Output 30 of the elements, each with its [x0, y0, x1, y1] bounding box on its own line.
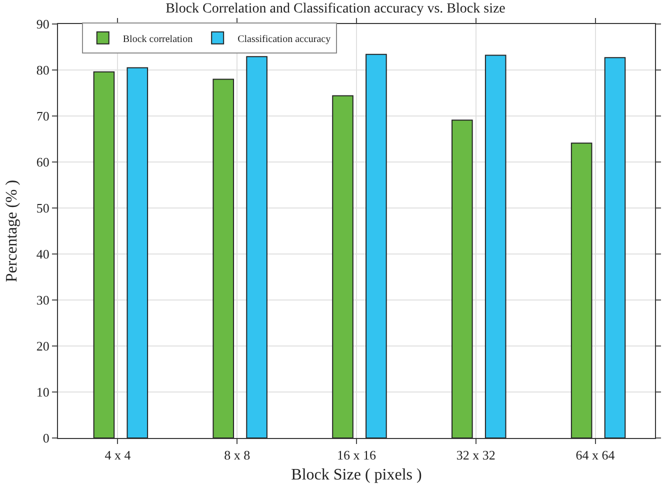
y-tick-label: 60 [36, 154, 50, 170]
y-tick-label: 50 [36, 200, 50, 216]
y-tick-label: 20 [36, 338, 50, 354]
legend-label: Block correlation [122, 34, 193, 45]
bar [212, 78, 234, 438]
y-tick-label: 30 [36, 292, 50, 308]
bar [570, 142, 592, 438]
bar [246, 56, 268, 438]
bar [366, 54, 387, 438]
x-tick-label: 64 x 64 [576, 448, 616, 463]
legend-label: Classification accuracy [238, 34, 331, 45]
bar [604, 57, 626, 438]
x-tick-label: 16 x 16 [337, 448, 376, 463]
y-tick-label: 90 [36, 16, 50, 32]
chart-title: Block Correlation and Classification accuracy vs. Block size [166, 1, 506, 16]
bar [332, 95, 354, 438]
y-tick-label: 70 [36, 108, 50, 124]
x-tick-label: 8 x 8 [224, 448, 250, 463]
y-axis-title: Percentage (% ) [3, 180, 20, 282]
x-axis-title: Block Size ( pixels ) [291, 466, 422, 484]
y-tick-label: 10 [36, 384, 50, 400]
bar [484, 54, 506, 438]
y-tick-label: 80 [36, 62, 50, 78]
bar [126, 67, 148, 438]
y-tick-label: 0 [42, 430, 50, 446]
x-tick-label: 4 x 4 [104, 448, 132, 463]
x-tick-label: 32 x 32 [456, 448, 496, 463]
y-tick-label: 40 [36, 246, 50, 262]
bar [452, 120, 473, 438]
bar [93, 71, 115, 438]
